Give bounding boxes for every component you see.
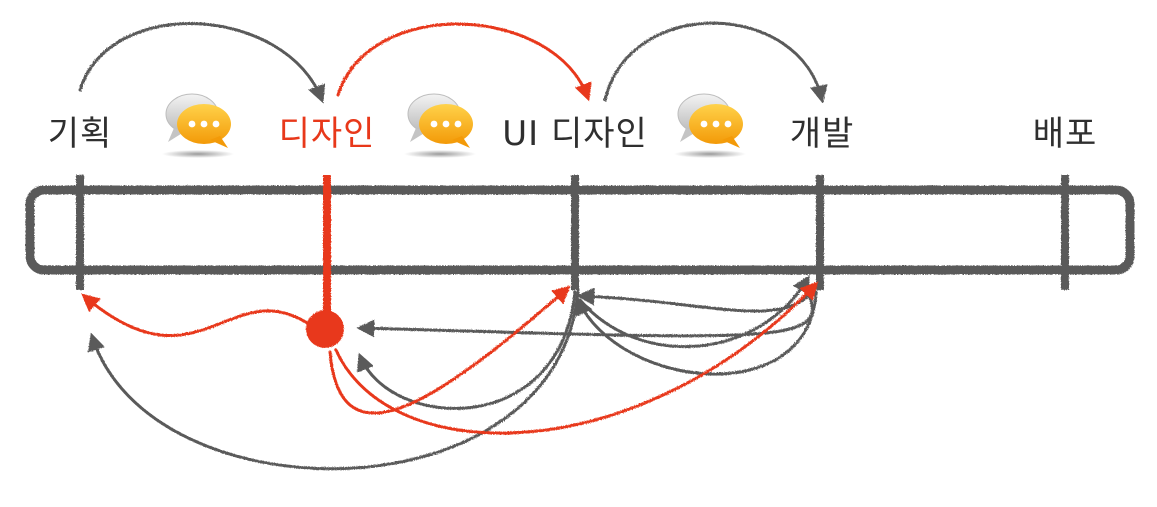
arrow-dev-to-ui-loop-1 (576, 287, 814, 313)
chat-bubbles-icon (673, 93, 747, 159)
stage-label-plan: 기획 (48, 114, 113, 154)
arrow-design-to-plan-return (81, 293, 314, 338)
arrow-ui-to-design-return (357, 290, 577, 410)
design-hub-node (306, 310, 344, 348)
feedback-arrows-red (81, 281, 819, 435)
timeline-bar (25, 175, 1135, 318)
stage-label-deploy: 배포 (1033, 114, 1098, 154)
stage-label-design: 디자인 (279, 114, 376, 154)
stage-labels: 기획 디자인 UI 디자인 개발 배포 (48, 114, 1098, 154)
arrow-dev-to-ui-loop-2 (575, 290, 818, 376)
chat-bubbles-icon (403, 93, 477, 159)
chat-bubbles-icon (161, 93, 235, 159)
arrow-ui-to-plan-return (87, 288, 580, 471)
arrow-design-to-ui-forward (328, 285, 571, 415)
arrow-design-to-ui-design (336, 22, 592, 102)
arrow-ui-design-to-dev (603, 21, 828, 104)
arrow-plan-to-design (78, 22, 326, 104)
top-flow-arrows (78, 21, 828, 104)
stage-label-ui-design: UI 디자인 (502, 114, 648, 154)
arrow-design-to-dev-forward (334, 281, 819, 435)
stage-label-dev: 개발 (790, 114, 855, 154)
arrow-ui-to-dev-forward (578, 274, 810, 349)
